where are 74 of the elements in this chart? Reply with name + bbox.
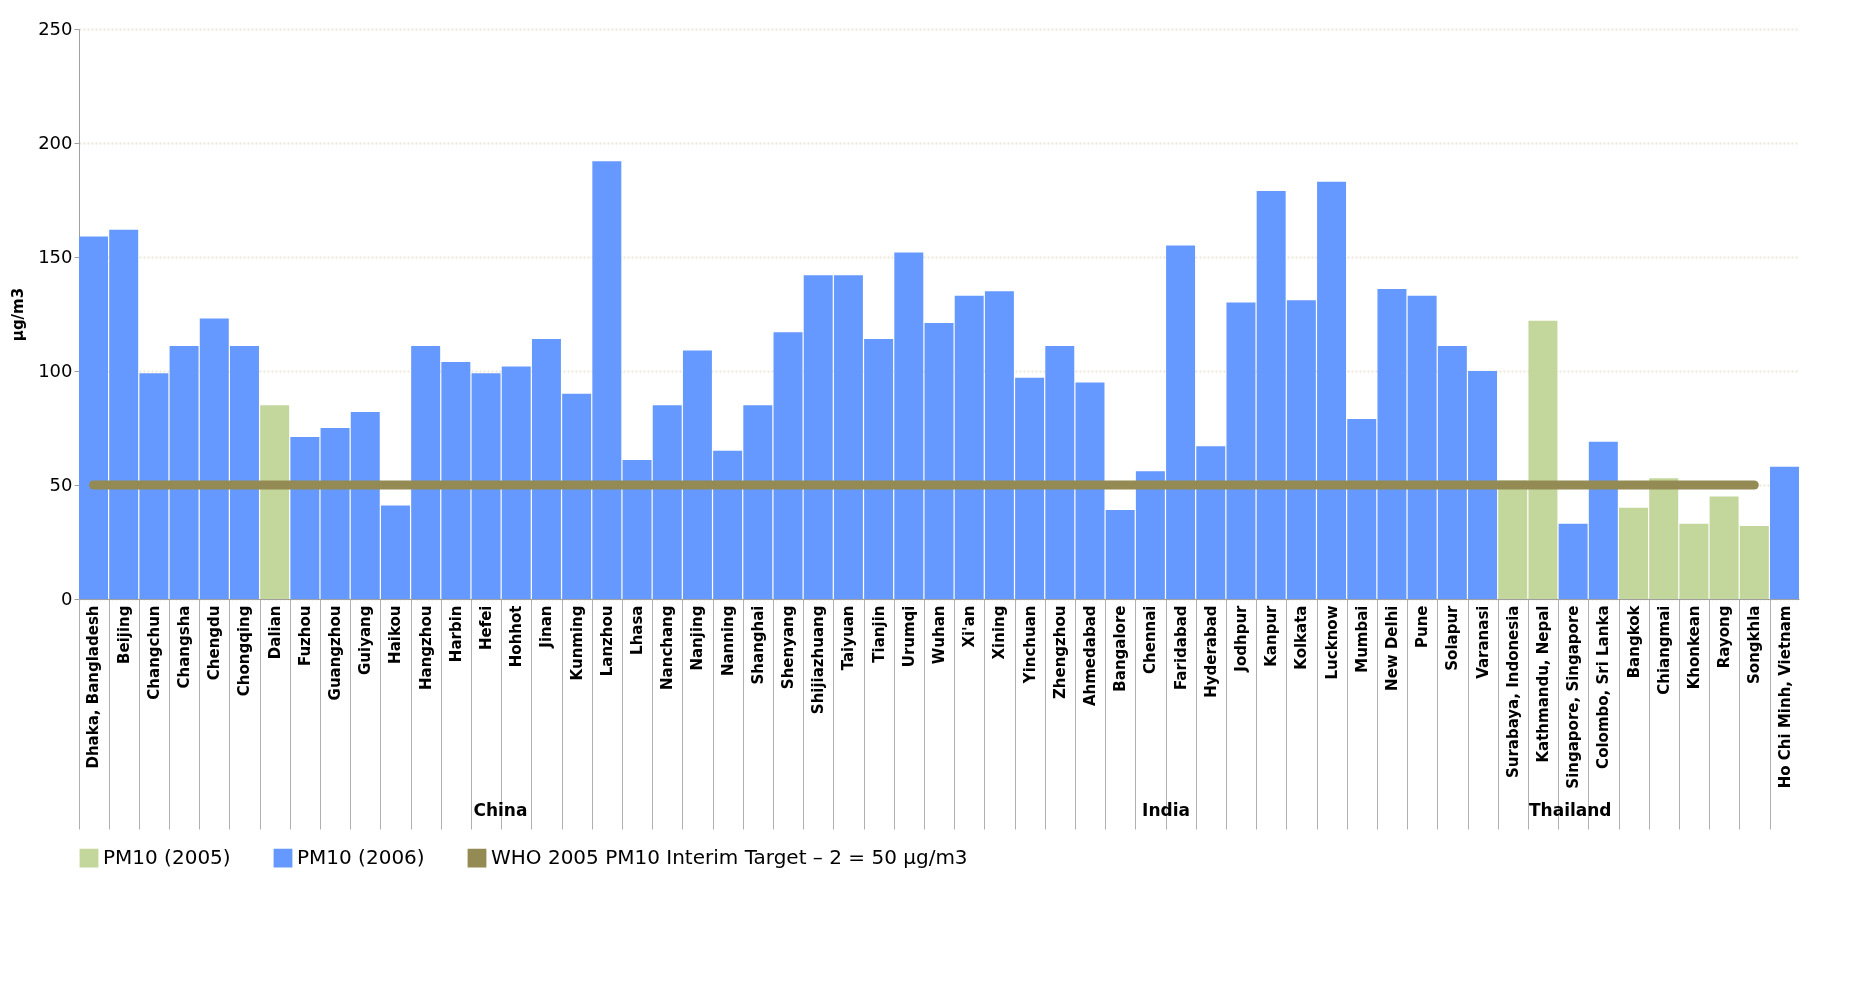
x-tick-label: Surabaya, Indonesia [1503, 605, 1522, 779]
x-tick-label: Jinan [537, 605, 556, 649]
x-tick-label: Varanasi [1473, 605, 1492, 679]
x-tick-label: Xining [990, 605, 1009, 660]
y-axis-title: μg/m3 [9, 287, 28, 342]
x-tick-label: Pune [1413, 605, 1432, 649]
x-tick-label: Jodhpur [1231, 604, 1250, 673]
x-tick-label: Ahmedabad [1080, 605, 1099, 707]
x-tick-label: Chennai [1141, 605, 1160, 674]
x-tick-label: Changchun [144, 605, 163, 700]
x-tick-label: Hyderabad [1201, 605, 1220, 698]
x-tick-label: Rayong [1715, 605, 1734, 669]
x-tick-label: Kolkata [1292, 605, 1311, 670]
x-tick-label: Shijiazhuang [809, 605, 828, 715]
x-tick-label: Xi'an [960, 605, 979, 648]
text: India [1142, 800, 1190, 820]
legend-label: WHO 2005 PM10 Interim Target – 2 = 50 μg/m3 [491, 845, 968, 870]
x-tick-label: Chongqing [235, 605, 254, 697]
x-tick-label: Changsha [175, 605, 194, 689]
x-tick-label: Haikou [386, 605, 405, 664]
x-tick-label: Lhasa [628, 605, 647, 655]
x-tick-label: Wuhan [930, 605, 948, 665]
x-tick-label: Chengdu [205, 605, 224, 681]
bar [924, 323, 954, 599]
bar [290, 437, 320, 599]
legend-label: PM10 (2005) [103, 845, 231, 870]
y-tick-label: 150 [38, 245, 73, 267]
y-tick-label: 250 [38, 17, 73, 39]
x-tick-label: Taiyuan [839, 605, 858, 671]
legend-label: PM10 (2006) [297, 845, 425, 870]
x-tick-label: Ho Chi Minh, Vietnam [1775, 605, 1794, 789]
x-tick-label: Guangzhou [326, 605, 345, 701]
y-tick-label: 50 [49, 473, 73, 495]
x-tick-label: Lucknow [1322, 605, 1341, 680]
text: China [473, 800, 528, 820]
x-tick-label: Songkhla [1745, 605, 1764, 684]
x-tick-label: Harbin [446, 605, 465, 663]
x-tick-label: Shenyang [779, 605, 798, 690]
x-tick-label: Nanjing [688, 605, 707, 671]
x-tick-label: Fuzhou [295, 605, 314, 667]
y-tick-label: 100 [38, 359, 73, 381]
x-tick-label: Dalian [265, 605, 284, 660]
x-tick-label: Kanpur [1262, 604, 1281, 667]
x-tick-label: Khonkean [1684, 605, 1703, 690]
y-tick-label: 0 [61, 587, 73, 609]
x-tick-label: Faridabad [1171, 605, 1190, 690]
x-tick-label: Nanning [718, 605, 737, 677]
x-tick-label: Chiangmai [1654, 605, 1673, 695]
x-tick-label: Solapur [1443, 604, 1462, 671]
x-tick-label: Yinchuan [1020, 605, 1039, 685]
x-tick-label: Mumbai [1352, 605, 1371, 673]
x-tick-label: Bangalore [1111, 605, 1130, 692]
x-tick-label: Dhaka, Bangladesh [84, 605, 103, 769]
x-tick-label: Lanzhou [597, 605, 616, 677]
bar [260, 405, 290, 599]
x-tick-label: Bangkok [1624, 604, 1643, 679]
x-tick-label: Colombo, Sri Lanka [1594, 605, 1613, 769]
x-tick-label: Beijing [114, 605, 133, 664]
x-tick-label: Hohhot [507, 605, 526, 668]
text: Thailand [1528, 800, 1612, 820]
x-tick-label: Zhengzhou [1050, 605, 1069, 700]
x-tick-label: Hefei [477, 605, 496, 651]
x-tick-label: Guiyang [356, 605, 375, 675]
x-tick-label: Singapore, Singapore [1564, 605, 1583, 789]
x-tick-label: Urumqi [899, 605, 918, 668]
x-tick-label: Kunming [567, 605, 586, 681]
y-tick-label: 200 [38, 131, 73, 153]
x-tick-label: Shanghai [748, 605, 767, 685]
x-tick-label: Nanchang [658, 605, 677, 690]
x-tick-label: New Delhi [1382, 605, 1401, 691]
x-tick-label: Tianjin [869, 605, 888, 663]
x-tick-label: Kathmandu, Nepal [1533, 605, 1552, 763]
x-tick-label: Hangzhou [416, 605, 435, 690]
bar [1770, 466, 1799, 599]
